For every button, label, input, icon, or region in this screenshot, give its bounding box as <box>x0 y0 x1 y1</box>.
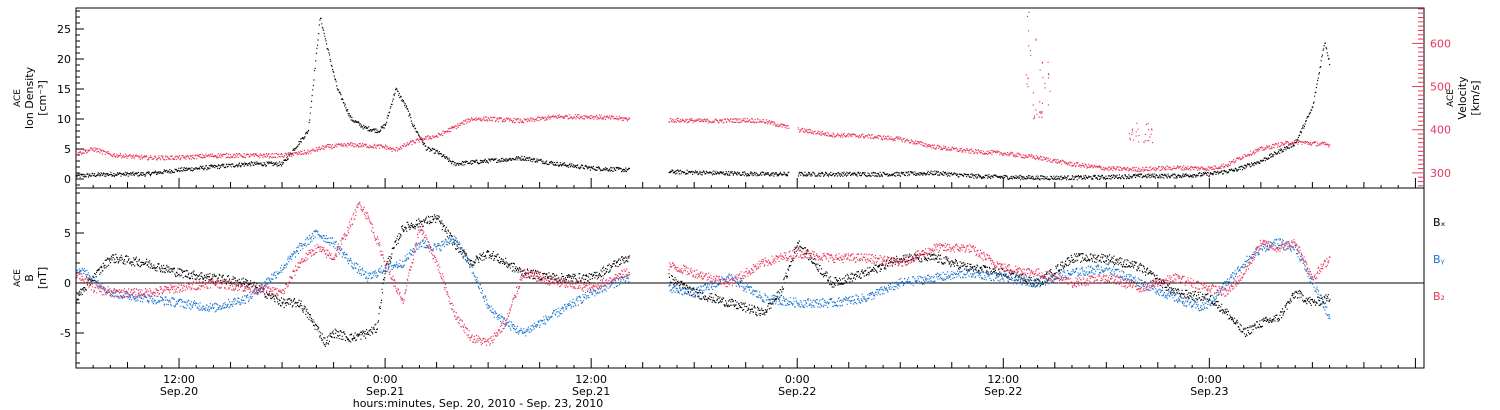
date-tick-label: Sep.22 <box>778 385 816 398</box>
b-series-y <box>76 229 1331 337</box>
date-tick-label: Sep.21 <box>572 385 610 398</box>
legend-label: Bₓ <box>1433 216 1446 229</box>
magnetic-frame <box>75 187 1425 369</box>
time-tick-label: 0:00 <box>785 373 810 386</box>
velocity-outlier <box>1128 122 1140 143</box>
density-tick-label: 25 <box>57 23 71 36</box>
b-series-z <box>76 201 1331 346</box>
magnetic-field-panel: -5 0 5 ACE B [nT] Bₓ Bᵧ B₂ <box>13 187 1446 369</box>
velocity-tick-label: 500 <box>1430 81 1451 94</box>
b-tick-label: -5 <box>60 327 71 340</box>
density-tick-label: 0 <box>64 173 71 186</box>
density-axis-title: Ion Density <box>23 66 36 129</box>
velocity-tick-label: 400 <box>1430 124 1451 137</box>
velocity-tick-label: 600 <box>1430 37 1451 50</box>
time-tick-label: 12:00 <box>987 373 1019 386</box>
velocity-series <box>76 114 1331 173</box>
b-tick-label: 5 <box>64 227 71 240</box>
density-axis-title: [cm⁻³] <box>36 80 49 116</box>
plasma-frame <box>75 7 1425 189</box>
legend-label: Bᵧ <box>1433 253 1445 266</box>
time-tick-label: 12:00 <box>575 373 607 386</box>
velocity-outlier <box>1143 122 1154 144</box>
x-axis-title: hours:minutes, Sep. 20, 2010 - Sep. 23, … <box>353 397 604 410</box>
time-axis: 12:00Sep.200:00Sep.2112:00Sep.210:00Sep.… <box>75 178 1416 398</box>
velocity-axis-title: [km/s] <box>1469 80 1482 115</box>
b-axis-title: [nT] <box>36 267 49 289</box>
b-axis-title: B <box>23 274 36 282</box>
velocity-axis-title: Velocity <box>1456 76 1469 120</box>
velocity-outlier <box>1039 61 1051 114</box>
velocity-outlier <box>1032 101 1043 120</box>
b-axis-title: ACE <box>13 269 23 287</box>
time-tick-label: 0:00 <box>1197 373 1222 386</box>
density-series <box>76 17 1331 181</box>
density-tick-label: 15 <box>57 83 71 96</box>
date-tick-label: Sep.22 <box>984 385 1022 398</box>
b-tick-label: 0 <box>64 277 71 290</box>
date-tick-label: Sep.21 <box>366 385 404 398</box>
time-tick-label: 12:00 <box>163 373 195 386</box>
date-tick-label: Sep.20 <box>160 385 198 398</box>
density-axis-title: ACE <box>13 89 23 107</box>
b-series-x <box>76 214 1331 347</box>
density-tick-label: 5 <box>64 143 71 156</box>
legend-label: B₂ <box>1433 290 1445 303</box>
date-tick-label: Sep.23 <box>1190 385 1228 398</box>
density-tick-label: 20 <box>57 53 71 66</box>
velocity-outlier <box>1025 11 1037 94</box>
time-tick-label: 0:00 <box>373 373 398 386</box>
velocity-axis-title: ACE <box>1446 89 1456 107</box>
density-tick-label: 10 <box>57 113 71 126</box>
velocity-tick-label: 300 <box>1430 167 1451 180</box>
